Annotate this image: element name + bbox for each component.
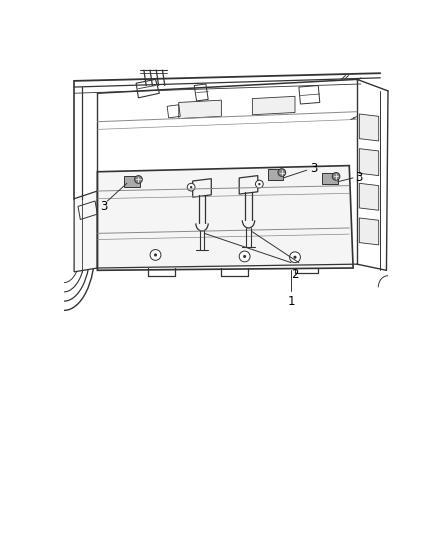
- Text: 1: 1: [287, 295, 295, 308]
- Polygon shape: [97, 166, 353, 270]
- Polygon shape: [179, 100, 221, 119]
- Circle shape: [187, 183, 195, 191]
- Polygon shape: [359, 183, 379, 210]
- Circle shape: [150, 249, 161, 260]
- Text: 2: 2: [291, 268, 299, 281]
- Polygon shape: [359, 114, 379, 141]
- Circle shape: [255, 180, 263, 188]
- Polygon shape: [124, 176, 140, 187]
- Circle shape: [290, 252, 300, 263]
- Polygon shape: [322, 173, 338, 184]
- Circle shape: [190, 186, 192, 188]
- Text: 3: 3: [355, 171, 362, 184]
- Circle shape: [258, 183, 261, 185]
- Polygon shape: [359, 149, 379, 175]
- Polygon shape: [252, 96, 295, 115]
- Polygon shape: [268, 169, 283, 180]
- Circle shape: [332, 173, 340, 180]
- Circle shape: [293, 256, 297, 259]
- Text: 3: 3: [100, 200, 107, 213]
- Circle shape: [243, 255, 246, 258]
- Polygon shape: [359, 218, 379, 245]
- Polygon shape: [74, 191, 97, 272]
- Circle shape: [278, 168, 286, 176]
- Circle shape: [134, 175, 142, 183]
- Circle shape: [239, 251, 250, 262]
- Circle shape: [154, 253, 157, 256]
- Text: 3: 3: [311, 162, 318, 175]
